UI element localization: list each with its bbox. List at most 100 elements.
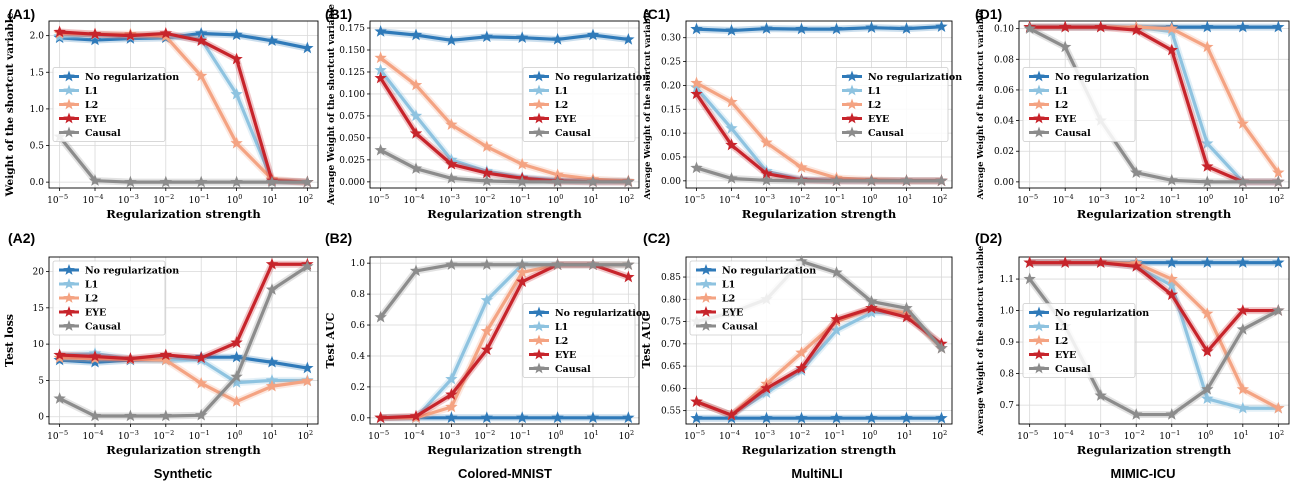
data-point — [1236, 256, 1249, 268]
x-tick-label: 10−5 — [1017, 193, 1038, 206]
x-tick-label: 102 — [298, 429, 314, 442]
legend-swatch-marker — [63, 126, 75, 138]
data-point — [374, 143, 387, 156]
data-point — [1165, 288, 1178, 301]
x-tick-label: 10−5 — [368, 193, 389, 206]
data-point — [1201, 137, 1214, 149]
x-tick-label: 101 — [262, 193, 278, 206]
data-point — [445, 388, 458, 400]
plot-frame — [369, 20, 640, 189]
x-tick-label: 10−1 — [189, 193, 210, 206]
data-point — [374, 25, 387, 37]
data-point — [935, 341, 948, 354]
legend-swatch-marker — [1033, 126, 1045, 138]
legend-label-l1: L1 — [868, 86, 881, 97]
data-point — [1165, 272, 1178, 285]
data-point — [480, 166, 493, 179]
y-tick-label: 0.2 — [351, 383, 365, 393]
data-point — [409, 78, 423, 91]
data-point — [865, 174, 878, 187]
series-line — [1028, 27, 1279, 184]
data-point — [1272, 304, 1285, 316]
data-point — [480, 293, 493, 306]
data-point — [1165, 256, 1178, 268]
series-causal — [690, 161, 948, 187]
y-tick-label: 0.9 — [1000, 338, 1015, 348]
data-point — [301, 259, 314, 272]
data-point — [1236, 401, 1249, 414]
data-point — [445, 372, 458, 385]
legend-label-l1: L1 — [722, 280, 735, 291]
legend-label-l1: L1 — [555, 322, 568, 333]
x-axis-label: Regularization strength — [1077, 207, 1232, 221]
data-point — [265, 257, 279, 270]
data-point — [865, 301, 878, 314]
data-point — [1272, 256, 1285, 268]
x-tick-label: 102 — [619, 193, 635, 206]
data-point — [159, 353, 172, 366]
panel-a1: (A1) 0.0 0.5 1.0 1.5 2.0 10−5 10−4 10−3 10−2 10−1 1… — [4, 6, 319, 221]
legend-swatch-marker — [63, 112, 75, 124]
panel-c1: (C1) 0.00 0.05 0.10 0.15 0.20 0.25 0.30 10−5 10−4… — [643, 6, 962, 221]
caption-colored-mnist: Colored-MNIST — [458, 466, 552, 481]
data-point — [88, 355, 102, 368]
data-point — [622, 32, 635, 45]
x-tick-label: 10−1 — [824, 429, 845, 442]
data-point — [586, 28, 600, 41]
data-point — [690, 161, 703, 174]
data-point — [1130, 259, 1143, 272]
data-point — [760, 136, 773, 148]
data-point — [516, 157, 529, 170]
y-tick-label: 0.20 — [661, 81, 681, 91]
data-point — [374, 411, 387, 424]
data-point — [1272, 401, 1285, 414]
y-axis-label: Test loss — [3, 314, 16, 367]
y-tick-label: 0.85 — [661, 273, 681, 283]
data-point — [830, 266, 843, 278]
x-tick-label: 10−1 — [824, 193, 845, 206]
data-point — [265, 379, 279, 392]
data-point — [551, 32, 564, 45]
legend-swatch-marker — [700, 320, 712, 331]
x-tick-label: 10−2 — [153, 193, 174, 206]
data-point — [795, 411, 808, 424]
x-tick-label: 102 — [619, 429, 635, 442]
x-tick-label: 10−3 — [118, 193, 139, 206]
caption-synthetic: Synthetic — [154, 466, 213, 481]
data-point — [900, 301, 913, 314]
legend-swatch-marker — [1033, 334, 1045, 346]
legend-label-causal: Causal — [555, 364, 591, 375]
x-tick-label: 10−1 — [1159, 429, 1180, 442]
data-point — [480, 30, 493, 43]
data-point — [480, 258, 493, 270]
x-tick-label: 10−4 — [82, 429, 103, 442]
plot-frame — [48, 20, 319, 189]
y-axis-label: Average Weight of the shortcut variable — [643, 9, 653, 200]
data-point — [301, 374, 314, 387]
legend-box — [1022, 67, 1136, 142]
data-point — [1059, 40, 1072, 53]
x-tick-label: 10−3 — [1088, 193, 1109, 206]
legend-label-no-regularization: No regularization — [555, 72, 649, 83]
data-point — [445, 33, 458, 46]
legend-swatch-marker — [846, 70, 858, 82]
data-point — [409, 28, 423, 41]
y-axis-label: Test AUC — [324, 312, 337, 368]
x-tick-label: 10−1 — [1159, 193, 1180, 206]
legend-label-l2: L2 — [555, 100, 568, 111]
legend-swatch-marker — [63, 320, 75, 331]
y-axis-label: Average Weight of the shortcut variable — [976, 245, 986, 436]
column-captions: Synthetic Colored-MNIST MultiNLI MIMIC-I… — [154, 466, 1176, 481]
panel-label-c1: (C1) — [643, 6, 670, 22]
panel-c2: (C2) 0.55 0.60 0.65 0.70 0.75 0.80 0.85 10−5 10−4… — [640, 230, 953, 457]
legend-box — [1022, 303, 1136, 378]
legend-box — [52, 67, 166, 142]
y-tick-label: 0.05 — [661, 153, 681, 163]
series-line — [379, 263, 629, 319]
legend-swatch-marker — [533, 320, 545, 332]
data-point — [1236, 382, 1249, 395]
data-point — [1059, 20, 1072, 33]
x-tick-label: 101 — [1233, 193, 1249, 206]
legend-label-l2: L2 — [85, 100, 98, 111]
panel-label-d1: (D1) — [975, 6, 1002, 22]
